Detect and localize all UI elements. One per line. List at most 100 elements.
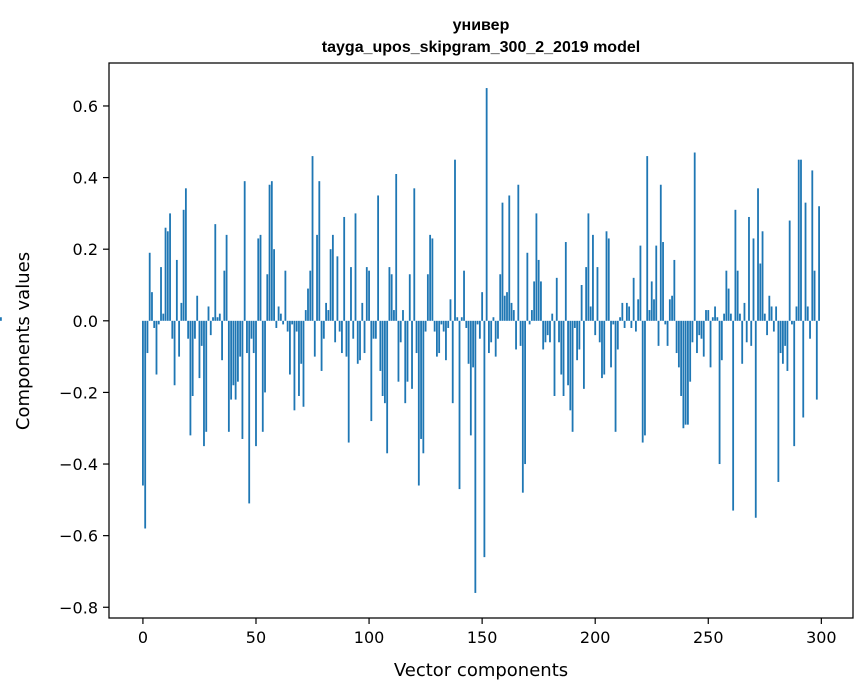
bar-94 bbox=[354, 213, 357, 321]
bar-148 bbox=[476, 320, 479, 325]
bar-264 bbox=[739, 313, 741, 321]
bar-78 bbox=[318, 181, 321, 321]
x-tick-label: 0 bbox=[138, 628, 148, 647]
bar-62 bbox=[282, 320, 285, 325]
bar-70 bbox=[300, 320, 303, 364]
bar-167 bbox=[519, 320, 522, 346]
bar-107 bbox=[383, 320, 386, 404]
bar-140 bbox=[458, 320, 461, 490]
bar-210 bbox=[616, 320, 619, 350]
bar-3 bbox=[148, 252, 151, 321]
bar-230 bbox=[662, 242, 664, 321]
bar-24 bbox=[196, 295, 199, 321]
bar-257 bbox=[723, 313, 726, 321]
bar-28 bbox=[205, 320, 208, 432]
bar-57 bbox=[270, 181, 273, 321]
bar-263 bbox=[736, 270, 739, 321]
bar-271 bbox=[754, 320, 757, 518]
bar-227 bbox=[655, 245, 658, 321]
bar-134 bbox=[445, 320, 447, 361]
bar-20 bbox=[187, 320, 190, 339]
bar-294 bbox=[806, 306, 809, 321]
bar-251 bbox=[709, 320, 712, 368]
bar-1 bbox=[144, 320, 147, 529]
bar-157 bbox=[497, 320, 499, 339]
bar-116 bbox=[404, 320, 407, 404]
bar-208 bbox=[612, 320, 615, 325]
bar-194 bbox=[580, 285, 583, 321]
bar-190 bbox=[571, 320, 574, 432]
y-tick-label: 0.4 bbox=[73, 169, 98, 188]
bar-203 bbox=[601, 320, 603, 379]
bar-176 bbox=[540, 281, 542, 321]
x-tick-label: 100 bbox=[354, 628, 385, 647]
bar-53 bbox=[261, 320, 264, 432]
bar-223 bbox=[646, 156, 649, 321]
y-tick-label: −0.6 bbox=[59, 527, 98, 546]
bar-156 bbox=[494, 320, 497, 357]
bar-186 bbox=[562, 320, 565, 396]
y-axis-ticks: −0.8 −0.6 −0.4 −0.2 0.0 0.2 0.4 0.6 bbox=[59, 97, 109, 617]
bar-93 bbox=[352, 320, 355, 339]
bar-270 bbox=[752, 238, 755, 321]
y-tick-label: 0.6 bbox=[73, 97, 98, 116]
bar-40 bbox=[232, 320, 235, 386]
bar-272 bbox=[757, 188, 759, 321]
bar-293 bbox=[804, 202, 807, 321]
bar-159 bbox=[501, 202, 504, 321]
bar-192 bbox=[576, 320, 579, 361]
bar-282 bbox=[779, 320, 782, 354]
bar-4 bbox=[151, 292, 153, 321]
bar-262 bbox=[734, 209, 737, 321]
bar-59 bbox=[275, 320, 278, 328]
bar-249 bbox=[705, 310, 707, 321]
bar-100 bbox=[368, 270, 370, 321]
bar-202 bbox=[598, 320, 601, 343]
bar-240 bbox=[684, 320, 687, 425]
bar-199 bbox=[592, 234, 594, 321]
bar-7 bbox=[157, 320, 160, 325]
bar-149 bbox=[478, 320, 481, 339]
bar-48 bbox=[250, 320, 253, 339]
bar-51 bbox=[257, 238, 260, 321]
bar-296 bbox=[811, 170, 814, 321]
bar-221 bbox=[641, 320, 644, 443]
bar-71 bbox=[302, 320, 305, 407]
bar-259 bbox=[727, 288, 730, 321]
bar-189 bbox=[569, 320, 572, 411]
bar-147 bbox=[474, 320, 477, 593]
bar-101 bbox=[370, 320, 373, 422]
bar-261 bbox=[732, 320, 735, 511]
x-tick-label: 300 bbox=[806, 628, 837, 647]
bar-75 bbox=[311, 156, 314, 321]
bar-54 bbox=[264, 320, 266, 393]
bar-279 bbox=[772, 320, 775, 332]
bar-224 bbox=[648, 310, 651, 321]
bar-88 bbox=[341, 320, 343, 354]
bar-74 bbox=[309, 270, 312, 321]
bar-39 bbox=[230, 320, 233, 400]
bar-42 bbox=[237, 320, 239, 382]
bar-139 bbox=[456, 317, 459, 321]
bar-184 bbox=[558, 320, 560, 343]
bar-141 bbox=[460, 317, 463, 321]
x-tick-label: 250 bbox=[693, 628, 724, 647]
bar-73 bbox=[307, 288, 309, 321]
bar-179 bbox=[546, 320, 549, 336]
bar-283 bbox=[781, 320, 784, 364]
bar-256 bbox=[720, 320, 723, 361]
bar-119 bbox=[411, 320, 413, 389]
bar-34 bbox=[218, 313, 221, 321]
bar-128 bbox=[431, 238, 434, 321]
bar-193 bbox=[578, 320, 581, 350]
bar-248 bbox=[702, 320, 705, 357]
bar-163 bbox=[510, 302, 513, 321]
bar-238 bbox=[680, 320, 683, 396]
bar-252 bbox=[711, 317, 714, 321]
bar-undefined bbox=[0, 317, 2, 321]
bar-201 bbox=[596, 267, 599, 321]
bar-41 bbox=[234, 320, 237, 400]
bar-43 bbox=[239, 320, 242, 357]
bar-195 bbox=[582, 320, 585, 389]
